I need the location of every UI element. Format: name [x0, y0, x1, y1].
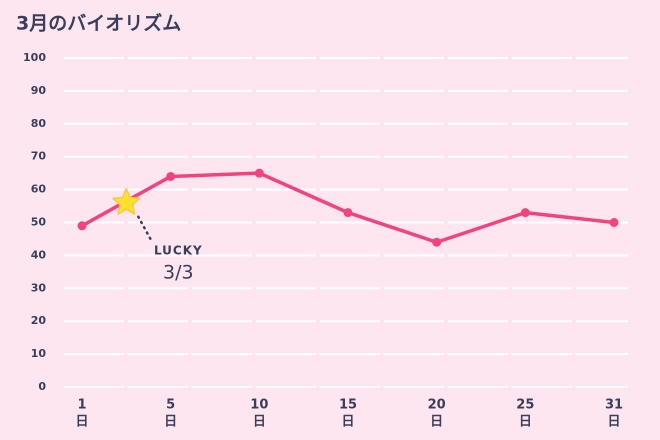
- point: [343, 208, 353, 218]
- x-tick-label: 15: [339, 398, 357, 413]
- x-unit-label: 日: [430, 415, 443, 430]
- y-tick-label: 80: [31, 117, 47, 130]
- y-tick-label: 90: [31, 84, 47, 97]
- point: [520, 208, 530, 218]
- point: [77, 221, 87, 231]
- lucky-star: [112, 188, 141, 215]
- y-tick-label: 100: [23, 51, 46, 64]
- annotation-leader: [137, 215, 152, 241]
- x-unit-label: 日: [164, 415, 177, 430]
- x-tick-label: 20: [428, 398, 446, 413]
- y-tick-label: 30: [31, 281, 47, 294]
- x-tick-label: 10: [250, 398, 268, 413]
- x-unit-label: 日: [519, 415, 532, 430]
- point: [254, 168, 264, 178]
- x-tick-label: 5: [166, 398, 175, 413]
- y-tick-label: 60: [31, 183, 47, 196]
- x-tick-label: 31: [605, 398, 623, 413]
- y-tick-label: 20: [31, 314, 47, 327]
- y-tick-label: 0: [38, 380, 46, 393]
- point: [432, 237, 442, 247]
- chart-title: 3月のバイオリズム: [16, 12, 181, 35]
- x-tick-label: 1: [77, 398, 86, 413]
- x-unit-label: 日: [253, 415, 266, 430]
- y-tick-label: 40: [31, 248, 47, 261]
- x-tick-label: 25: [516, 398, 534, 413]
- y-tick-label: 10: [31, 347, 47, 360]
- point: [609, 218, 619, 227]
- x-unit-label: 日: [75, 415, 88, 430]
- annotation-text: 3/3: [163, 261, 194, 283]
- x-unit-label: 日: [607, 415, 620, 430]
- point: [166, 171, 176, 181]
- x-unit-label: 日: [341, 415, 354, 430]
- y-tick-label: 50: [31, 216, 47, 229]
- y-tick-label: 70: [31, 150, 47, 163]
- annotation-label: LUCKY: [154, 243, 203, 257]
